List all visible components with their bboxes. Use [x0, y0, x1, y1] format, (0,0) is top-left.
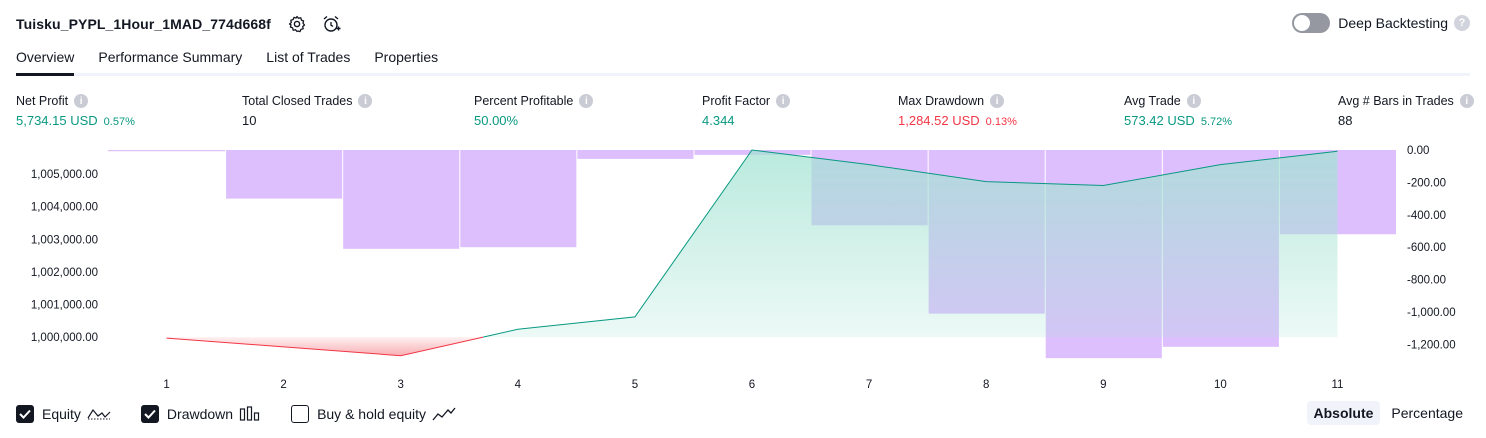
left-axis-tick-label: 1,002,000.00	[31, 267, 98, 279]
x-axis-tick-label: 11	[1331, 379, 1343, 391]
info-icon[interactable]: i	[74, 94, 89, 108]
metric-label: Max Drawdown	[898, 94, 985, 108]
x-axis-tick-label: 4	[515, 379, 522, 391]
right-axis-tick-label: -1,000.00	[1407, 307, 1456, 319]
equity-profit-area	[483, 150, 1338, 338]
right-axis-tick-label: -600.00	[1407, 242, 1446, 254]
legend-label: Equity	[42, 406, 81, 422]
metrics-row: Net Profit i 5,734.15 USD 0.57% Total Clos…	[0, 92, 1486, 132]
help-icon[interactable]: ?	[1454, 15, 1470, 31]
equity-line-icon	[87, 406, 111, 422]
metric-percent-profitable: Percent Profitable i 50.00%	[474, 92, 594, 128]
info-icon[interactable]: i	[358, 94, 373, 108]
metric-avg-bars-in-trades: Avg # Bars in Trades i 88	[1338, 92, 1474, 128]
right-axis-tick-label: -400.00	[1407, 210, 1446, 222]
info-icon[interactable]: i	[1459, 94, 1474, 108]
x-axis-tick-label: 6	[749, 379, 755, 391]
tab-overview[interactable]: Overview	[16, 46, 75, 76]
metric-percent: 5.72%	[1200, 116, 1233, 128]
legend-drawdown[interactable]: Drawdown	[140, 405, 261, 423]
equity-chart[interactable]: 1,005,000.00 1,004,000.00 1,003,000.00 1,00…	[0, 140, 1486, 395]
chart-legend: Equity Drawdown Buy & hold equity	[16, 404, 486, 424]
metric-net-profit: Net Profit i 5,734.15 USD 0.57%	[16, 92, 135, 128]
legend-label: Buy & hold equity	[317, 406, 427, 422]
gear-icon[interactable]	[285, 12, 309, 36]
info-icon[interactable]: i	[990, 94, 1005, 108]
metric-profit-factor: Profit Factor i 4.344	[702, 92, 791, 128]
right-axis-tick-label: 0.00	[1407, 145, 1429, 157]
metric-total-closed-trades: Total Closed Trades i 10	[242, 92, 373, 128]
drawdown-bars-icon	[239, 406, 261, 422]
info-icon[interactable]: i	[579, 94, 594, 108]
equity-line-loss	[166, 336, 484, 357]
drawdown-bar	[108, 150, 226, 152]
left-axis-tick-label: 1,000,000.00	[31, 332, 98, 344]
metric-value: 1,284.52 USD	[898, 113, 980, 128]
drawdown-bar	[577, 150, 694, 159]
report-tabs: Overview Performance Summary List of Tra…	[16, 46, 1470, 76]
legend-equity[interactable]: Equity	[16, 405, 111, 423]
alarm-add-icon[interactable]	[319, 12, 343, 36]
metric-max-drawdown: Max Drawdown i 1,284.52 USD 0.13%	[898, 92, 1017, 128]
metric-label: Avg Trade	[1124, 94, 1181, 108]
x-axis-tick-label: 2	[280, 379, 286, 391]
equity-line-profit	[483, 149, 1338, 338]
x-axis-tick-label: 3	[398, 379, 404, 391]
metric-label: Profit Factor	[702, 94, 771, 108]
left-axis-tick-label: 1,004,000.00	[31, 202, 98, 214]
deep-backtesting-toggle[interactable]	[1292, 13, 1331, 33]
drawdown-bar	[460, 150, 577, 248]
right-axis-tick-label: -1,200.00	[1407, 339, 1456, 351]
metric-value: 10	[242, 113, 257, 128]
tab-performance-summary[interactable]: Performance Summary	[98, 49, 243, 65]
metric-percent: 0.57%	[103, 116, 135, 128]
metric-label: Net Profit	[16, 94, 69, 108]
equity-checkbox[interactable]	[16, 405, 34, 423]
mode-absolute[interactable]: Absolute	[1306, 401, 1381, 425]
x-axis-tick-label: 9	[1100, 379, 1106, 391]
x-axis-tick-label: 1	[163, 379, 169, 391]
info-icon[interactable]: i	[1186, 94, 1201, 108]
strategy-title: Tuisku_PYPL_1Hour_1MAD_774d668f	[16, 16, 271, 32]
metric-value: 5,734.15 USD	[16, 113, 98, 128]
x-axis-tick-label: 7	[866, 379, 872, 391]
left-axis-tick-label: 1,003,000.00	[31, 234, 98, 246]
metric-avg-trade: Avg Trade i 573.42 USD 5.72%	[1124, 92, 1232, 128]
metric-value: 573.42 USD	[1124, 113, 1195, 128]
drawdown-checkbox[interactable]	[140, 405, 159, 423]
legend-buy-hold-equity[interactable]: Buy & hold equity	[291, 405, 456, 423]
legend-label: Drawdown	[166, 406, 234, 422]
metric-label: Total Closed Trades	[242, 94, 353, 108]
tab-list-of-trades[interactable]: List of Trades	[266, 49, 351, 65]
metric-value: 50.00%	[474, 113, 519, 128]
equity-drawdown-svg: 1,005,000.00 1,004,000.00 1,003,000.00 1,00…	[31, 145, 1456, 391]
deep-backtesting-label: Deep Backtesting	[1338, 15, 1448, 31]
buy-hold-line-icon	[432, 406, 456, 422]
right-axis-tick-label: -200.00	[1407, 177, 1446, 189]
tab-properties[interactable]: Properties	[374, 49, 439, 65]
metric-label: Percent Profitable	[474, 94, 574, 108]
value-mode-switch: Absolute Percentage	[1303, 401, 1471, 425]
x-axis-tick-label: 8	[983, 379, 989, 391]
strategy-header: Tuisku_PYPL_1Hour_1MAD_774d668f	[16, 12, 343, 36]
metric-percent: 0.13%	[985, 116, 1017, 128]
x-axis-tick-label: 10	[1214, 379, 1227, 391]
right-axis-tick-label: -800.00	[1407, 275, 1446, 287]
info-icon[interactable]: i	[776, 94, 791, 108]
x-axis-tick-label: 5	[632, 379, 638, 391]
metric-value: 88	[1338, 113, 1353, 128]
drawdown-bar	[226, 150, 343, 199]
metric-label: Avg # Bars in Trades	[1338, 94, 1454, 108]
equity-loss-area	[166, 337, 484, 356]
drawdown-bar	[343, 150, 460, 249]
deep-backtesting: Deep Backtesting ?	[1292, 13, 1470, 33]
mode-percentage[interactable]: Percentage	[1391, 405, 1463, 421]
left-axis-tick-label: 1,005,000.00	[31, 169, 98, 181]
metric-value: 4.344	[702, 113, 735, 128]
left-axis-tick-label: 1,001,000.00	[31, 300, 98, 312]
buy-hold-checkbox[interactable]	[291, 405, 310, 423]
